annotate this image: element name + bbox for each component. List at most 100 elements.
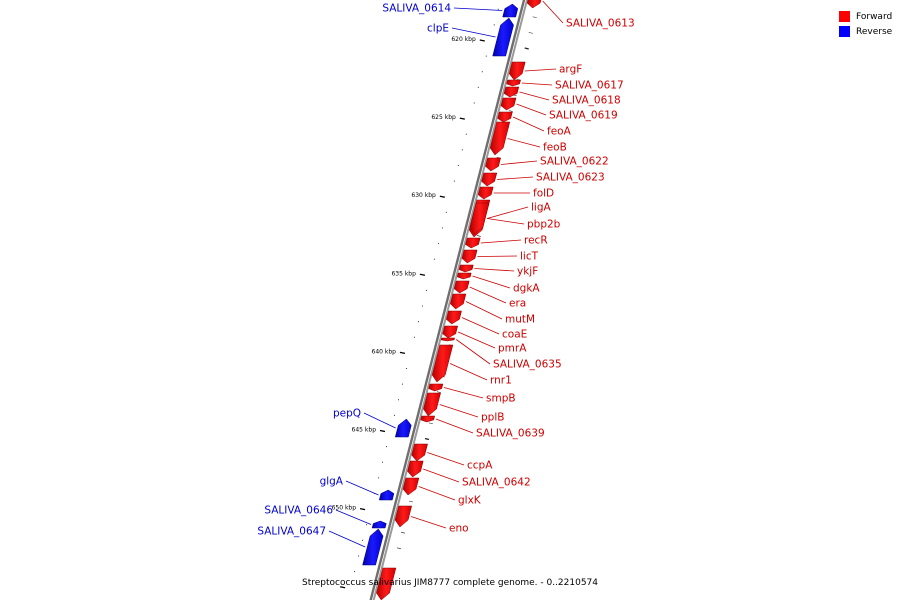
gene-label-eno[interactable]: eno — [449, 523, 469, 535]
gene-arrow-eno[interactable] — [394, 505, 413, 528]
gene-label-argF[interactable]: argF — [559, 64, 582, 76]
gene-arrow-folD[interactable] — [477, 186, 494, 200]
gene-label-dgkA[interactable]: dgkA — [513, 283, 540, 295]
gene-label-rnr1[interactable]: rnr1 — [490, 375, 512, 387]
gene-arrow-SALIVA_0639[interactable] — [420, 415, 436, 423]
axis-layer: 620 kbp 625 kbp 630 kbp 635 kbp 640 kbp 645 k… — [332, 0, 537, 600]
gene-arrow-pplB[interactable] — [423, 392, 441, 417]
legend-label-forward: Forward — [856, 11, 893, 22]
gene-arrow-licT[interactable] — [461, 249, 478, 264]
gene-label-SALIVA_0635[interactable]: SALIVA_0635 — [493, 359, 562, 371]
gene-label-glgA[interactable]: glgA — [320, 476, 344, 488]
gene-label-clpE[interactable]: clpE — [427, 23, 449, 35]
gene-label-ykjF[interactable]: ykjF — [517, 266, 538, 278]
genome-caption: Streptococcus salivarius JIM8777 complet… — [302, 578, 598, 588]
gene-label-SALIVA_0619[interactable]: SALIVA_0619 — [549, 110, 618, 122]
gene-arrow-SALIVA_0642[interactable] — [407, 460, 424, 478]
gene-arrow-SALIVA_0646[interactable] — [371, 520, 387, 529]
gene-label-SALIVA_0647[interactable]: SALIVA_0647 — [257, 526, 326, 538]
gene-arrow-mutM[interactable] — [450, 293, 467, 310]
gene-arrow-SALIVA_0622[interactable] — [485, 157, 501, 172]
gene-label-SALIVA_0618[interactable]: SALIVA_0618 — [552, 95, 621, 107]
scale-tick-minor — [397, 399, 399, 401]
gene-label-licT[interactable]: licT — [520, 251, 539, 263]
strand-tick — [428, 422, 434, 425]
gene-arrow-pbp2b[interactable] — [469, 202, 490, 235]
gene-arrow-era[interactable] — [453, 280, 470, 294]
gene-arrow-SALIVA_0618[interactable] — [503, 86, 520, 98]
gene-arrow-ykjF[interactable] — [458, 264, 474, 273]
gene-label-folD[interactable]: folD — [533, 188, 554, 200]
gene-label-ligA[interactable]: ligA — [531, 202, 551, 214]
gene-leader-line — [453, 7, 503, 11]
strand-tick — [524, 47, 529, 50]
gene-arrow-rnr1[interactable] — [431, 344, 454, 383]
strand-tick — [532, 16, 537, 19]
gene-label-ccpA[interactable]: ccpA — [467, 460, 493, 472]
gene-label-SALIVA_0622[interactable]: SALIVA_0622 — [540, 156, 609, 168]
gene-arrow-fragment[interactable] — [376, 567, 397, 600]
scale-tick-minor — [453, 180, 455, 182]
gene-label-SALIVA_0646[interactable]: SALIVA_0646 — [264, 505, 333, 517]
gene-arrow-smpB[interactable] — [428, 383, 444, 392]
gene-arrow-pmrA[interactable] — [442, 325, 459, 339]
scale-tick-minor — [445, 211, 447, 213]
gene-arrow-feoA[interactable] — [497, 111, 513, 123]
scale-tick-minor — [405, 368, 407, 370]
gene-arrow-dgkA[interactable] — [457, 272, 472, 280]
scale-tick-minor — [421, 305, 423, 307]
gene-arrow-clpE[interactable] — [492, 17, 514, 57]
gene-label-glxK[interactable]: glxK — [458, 495, 482, 507]
gene-label-pplB[interactable]: pplB — [481, 412, 504, 424]
gene-label-feoB[interactable]: feoB — [543, 142, 567, 154]
scale-tick-minor — [457, 164, 459, 166]
gene-label-pbp2b[interactable]: pbp2b — [527, 219, 561, 231]
scale-tick-major — [419, 273, 426, 276]
gene-arrow-ccpA[interactable] — [411, 443, 428, 462]
gene-label-SALIVA_0617[interactable]: SALIVA_0617 — [555, 80, 624, 92]
gene-arrow-recR[interactable] — [465, 237, 481, 249]
strand-tick — [528, 32, 533, 34]
gene-arrow-glgA[interactable] — [378, 489, 395, 501]
gene-label-mutM[interactable]: mutM — [505, 314, 535, 326]
gene-label-smpB[interactable]: smpB — [486, 393, 516, 405]
legend-swatch-forward — [839, 11, 850, 22]
gene-label-pmrA[interactable]: pmrA — [498, 343, 527, 355]
genome-backbone — [369, 0, 526, 600]
scale-tick-major — [339, 586, 346, 589]
gene-label-SALIVA_0639[interactable]: SALIVA_0639 — [476, 428, 545, 440]
gene-arrow-SALIVA_0619[interactable] — [500, 97, 517, 111]
gene-label-feoA[interactable]: feoA — [547, 126, 572, 138]
gene-label-SALIVA_0613[interactable]: SALIVA_0613 — [566, 18, 635, 30]
gene-leader-line — [458, 331, 496, 349]
scale-tick-minor — [413, 336, 415, 338]
scale-tick-minor — [417, 321, 419, 323]
gene-label-SALIVA_0623[interactable]: SALIVA_0623 — [536, 172, 605, 184]
gene-label-pepQ[interactable]: pepQ — [333, 408, 361, 420]
gene-arrow-feoB[interactable] — [489, 121, 511, 156]
gene-label-coaE[interactable]: coaE — [502, 329, 527, 341]
gene-label-SALIVA_0642[interactable]: SALIVA_0642 — [462, 477, 531, 489]
gene-arrow-glxK[interactable] — [402, 477, 420, 496]
gene-arrow-SALIVA_0623[interactable] — [481, 172, 498, 187]
gene-label-recR[interactable]: recR — [524, 235, 548, 247]
gene-arrow-SALIVA_0613[interactable] — [526, 0, 542, 9]
gene-arrow-pepQ[interactable] — [394, 418, 412, 438]
gene-leader-line — [521, 82, 553, 86]
gene-label-SALIVA_0614[interactable]: SALIVA_0614 — [382, 3, 451, 15]
gene-arrow-SALIVA_0614[interactable] — [502, 3, 519, 18]
gene-leader-line — [439, 404, 479, 418]
gene-label-era[interactable]: era — [509, 298, 526, 310]
gene-arrow-SALIVA_0647[interactable] — [362, 528, 384, 566]
gene-arrow-SALIVA_0635[interactable] — [440, 337, 455, 342]
gene-arrow-coaE[interactable] — [446, 310, 462, 325]
scale-tick-minor — [354, 571, 356, 573]
scale-tick-minor — [481, 71, 483, 73]
gene-leader-line — [328, 530, 366, 548]
gene-leader-line — [524, 68, 557, 72]
strand-tick — [424, 437, 430, 441]
gene-arrow-argF[interactable] — [508, 61, 526, 81]
gene-leader-line — [363, 412, 396, 429]
gene-arrow-SALIVA_0617[interactable] — [506, 79, 521, 87]
